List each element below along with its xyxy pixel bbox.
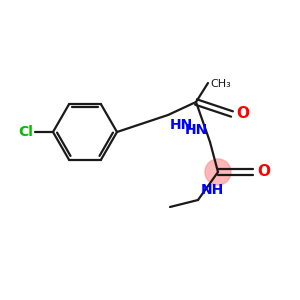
Text: CH₃: CH₃	[210, 79, 231, 89]
Text: HN: HN	[170, 118, 193, 132]
Text: O: O	[236, 106, 249, 121]
Text: NH: NH	[201, 183, 224, 197]
Text: HN: HN	[185, 123, 208, 137]
Circle shape	[205, 159, 231, 185]
Text: O: O	[257, 164, 270, 178]
Text: Cl: Cl	[18, 125, 33, 139]
